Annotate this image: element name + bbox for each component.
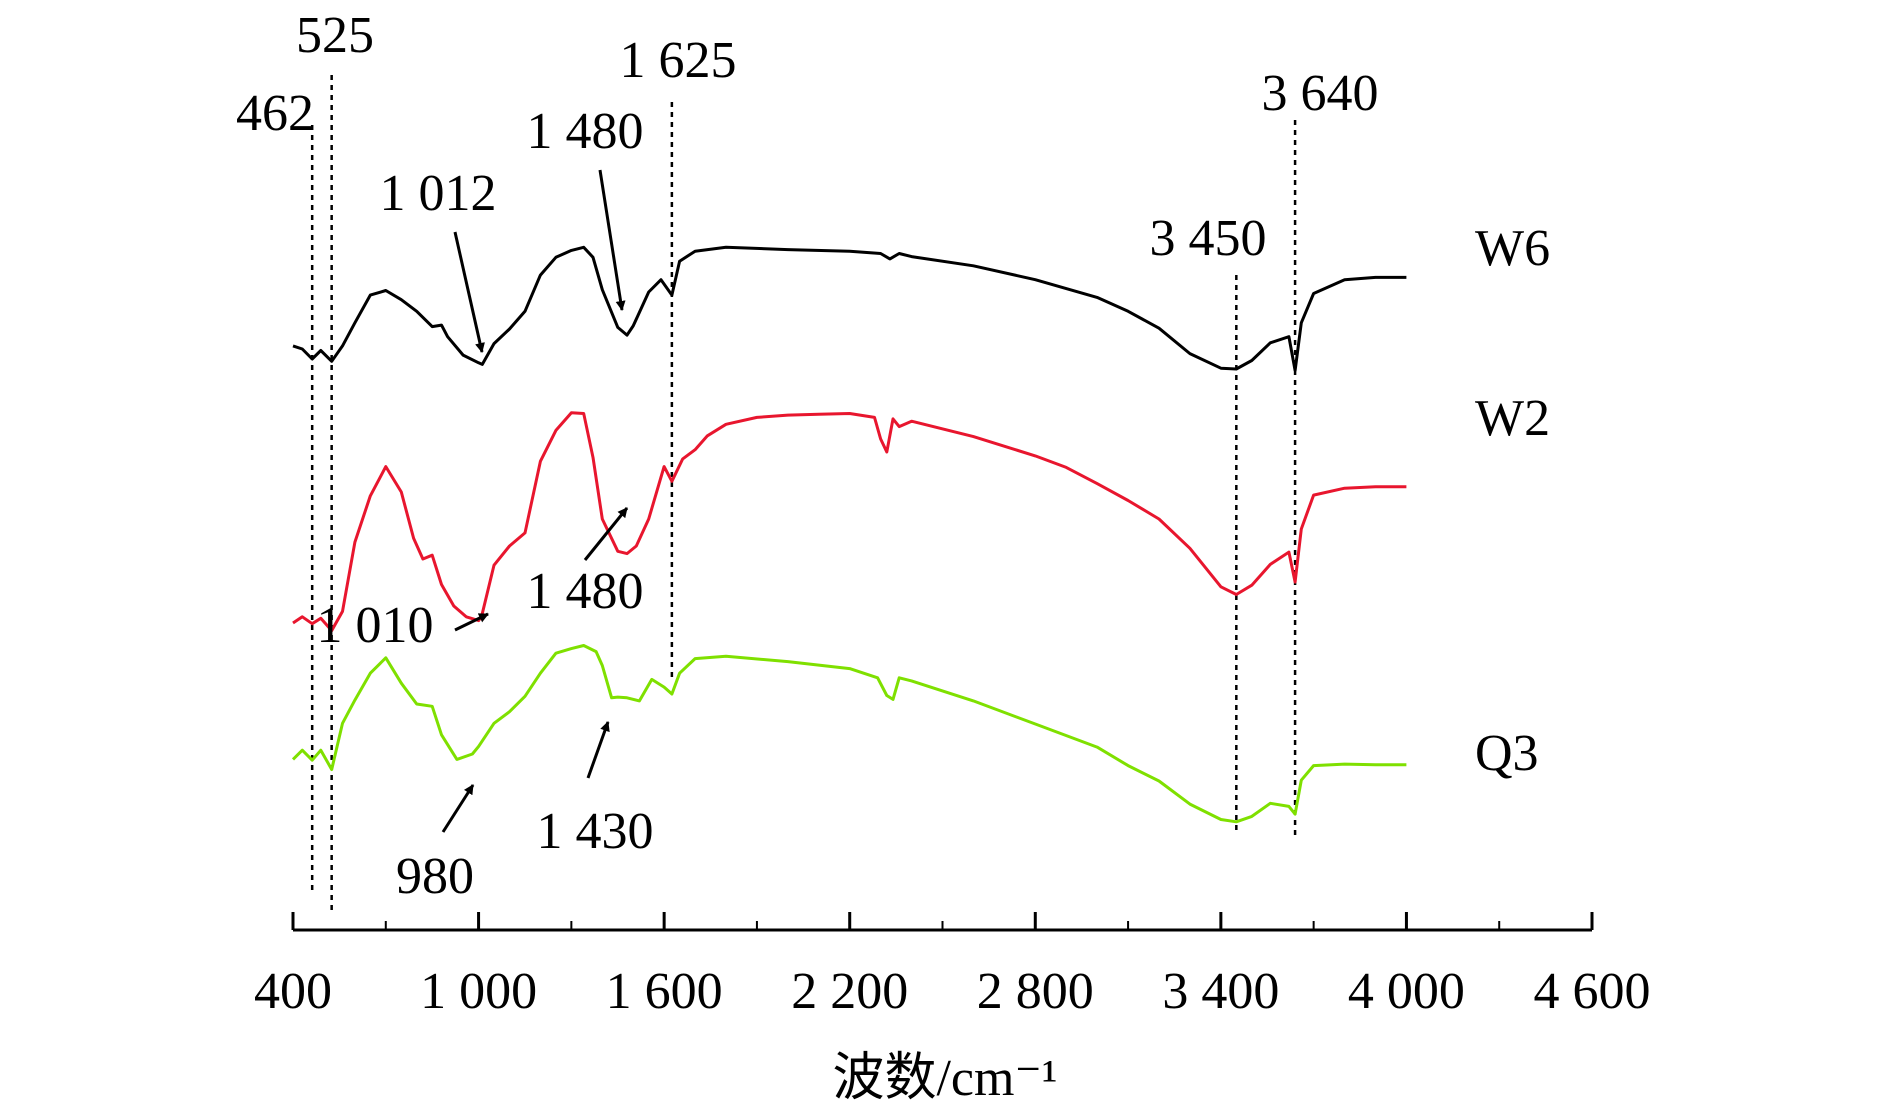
x-tick-label: 400	[254, 963, 332, 1020]
x-tick-label: 3 400	[1162, 963, 1279, 1020]
reference-line-label: 525	[296, 7, 374, 64]
x-axis-title: 波数/cm⁻¹	[832, 1050, 1057, 1107]
x-tick-label: 4 000	[1348, 963, 1465, 1020]
annotation-label: 1 012	[380, 165, 497, 222]
reference-line-label: 462	[236, 85, 314, 142]
x-tick-label: 2 800	[977, 963, 1094, 1020]
annotation-label: 1 480	[527, 563, 644, 620]
series-line-q3	[291, 644, 1407, 824]
reference-line-label: 3 450	[1150, 210, 1267, 267]
peak-annotations: 1 012 1 480 1 010 1 480 980 1 430	[317, 103, 654, 905]
annotation-arrow	[598, 169, 626, 311]
annotation-label: 980	[396, 848, 474, 905]
series-labels: W6 W2 Q3	[1475, 220, 1550, 782]
x-tick-label: 2 200	[791, 963, 908, 1020]
x-tick-label: 1 000	[420, 963, 537, 1020]
x-tick-label: 4 600	[1534, 963, 1651, 1020]
reference-line-label: 3 640	[1262, 65, 1379, 122]
spectra	[291, 245, 1407, 824]
series-line-w6	[292, 245, 1407, 372]
annotation-label: 1 010	[317, 597, 434, 654]
annotation-label: 1 430	[537, 803, 654, 860]
x-axis: 400 1 000 1 600 2 200 2 800 3 400 4 000 4 600	[254, 912, 1651, 1020]
reference-line-label: 1 625	[620, 32, 737, 89]
annotation-arrow	[441, 784, 475, 833]
annotation-arrow	[453, 231, 485, 353]
series-label-w6: W6	[1475, 220, 1550, 277]
series-line-w2	[292, 411, 1407, 633]
reference-lines: 462 525 1 625 3 450 3 640	[236, 7, 1379, 915]
x-tick-label: 1 600	[606, 963, 723, 1020]
annotation-label: 1 480	[527, 103, 644, 160]
series-label-w2: W2	[1475, 390, 1550, 447]
annotation-arrow	[583, 507, 629, 561]
annotation-arrow	[586, 721, 610, 779]
series-label-q3: Q3	[1475, 725, 1539, 782]
annotation-arrow	[454, 612, 489, 632]
